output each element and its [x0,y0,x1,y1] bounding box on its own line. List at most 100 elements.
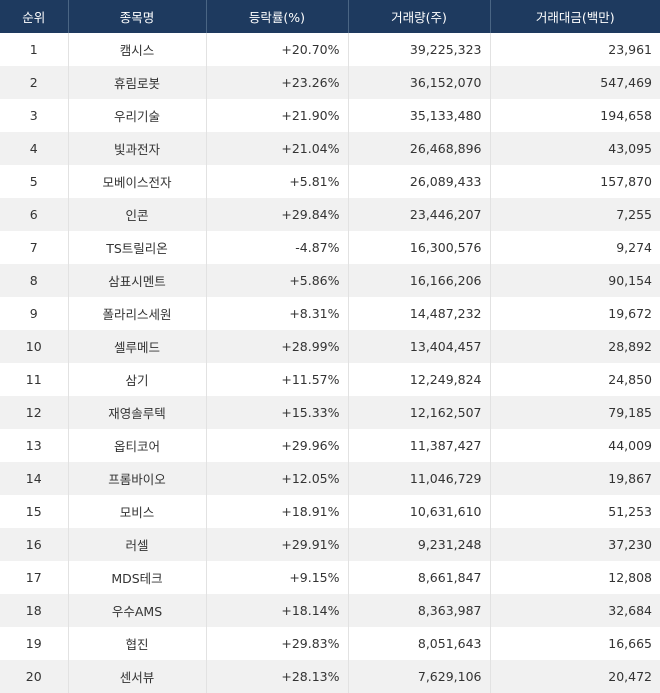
trade-value-cell: 37,230 [489,528,660,561]
change-rate-cell: +12.05% [205,462,348,495]
volume-cell: 39,225,323 [347,33,490,66]
table-row: 18 우수AMS +18.14% 8,363,987 32,684 [0,594,660,627]
change-rate-cell: +29.96% [205,429,348,462]
table-row: 12 재영솔루텍 +15.33% 12,162,507 79,185 [0,396,660,429]
change-rate-cell: +5.81% [205,165,348,198]
stock-name-cell: 센서뷰 [67,660,206,693]
change-rate-cell: +29.83% [205,627,348,660]
volume-cell: 26,468,896 [347,132,490,165]
rank-cell: 4 [0,132,68,165]
volume-cell: 7,629,106 [347,660,490,693]
table-row: 16 러셀 +29.91% 9,231,248 37,230 [0,528,660,561]
volume-cell: 11,046,729 [347,462,490,495]
volume-cell: 8,661,847 [347,561,490,594]
change-rate-cell: +29.91% [205,528,348,561]
rank-cell: 18 [0,594,68,627]
change-rate-cell: +28.13% [205,660,348,693]
stock-name-cell: 폴라리스세원 [67,297,206,330]
trade-value-cell: 20,472 [489,660,660,693]
header-cell: 거래량(주) [347,0,490,33]
rank-cell: 16 [0,528,68,561]
volume-cell: 11,387,427 [347,429,490,462]
rank-cell: 14 [0,462,68,495]
volume-cell: 16,166,206 [347,264,490,297]
volume-cell: 16,300,576 [347,231,490,264]
header-row: 순위 종목명 등락률(%) 거래량(주) 거래대금(백만) [0,0,660,33]
change-rate-cell: +15.33% [205,396,348,429]
volume-cell: 26,089,433 [347,165,490,198]
rank-cell: 20 [0,660,68,693]
trade-value-cell: 19,672 [489,297,660,330]
rank-cell: 6 [0,198,68,231]
stock-name-cell: 우수AMS [67,594,206,627]
header-cell: 순위 [0,0,68,33]
stock-name-cell: 캠시스 [67,33,206,66]
volume-cell: 9,231,248 [347,528,490,561]
table-row: 1 캠시스 +20.70% 39,225,323 23,961 [0,33,660,66]
change-rate-cell: +29.84% [205,198,348,231]
volume-cell: 35,133,480 [347,99,490,132]
table-row: 3 우리기술 +21.90% 35,133,480 194,658 [0,99,660,132]
table-row: 19 협진 +29.83% 8,051,643 16,665 [0,627,660,660]
change-rate-cell: +23.26% [205,66,348,99]
volume-cell: 14,487,232 [347,297,490,330]
trade-value-cell: 32,684 [489,594,660,627]
trade-value-cell: 16,665 [489,627,660,660]
change-rate-cell: +11.57% [205,363,348,396]
volume-cell: 23,446,207 [347,198,490,231]
stock-name-cell: 모베이스전자 [67,165,206,198]
stock-name-cell: 재영솔루텍 [67,396,206,429]
volume-cell: 13,404,457 [347,330,490,363]
table-row: 9 폴라리스세원 +8.31% 14,487,232 19,672 [0,297,660,330]
rank-cell: 1 [29,42,38,57]
trade-value-cell: 157,870 [489,165,660,198]
change-rate-cell: +8.31% [205,297,348,330]
stock-name-cell: MDS테크 [67,561,206,594]
trade-value-cell: 12,808 [489,561,660,594]
change-rate-cell: +20.70% [205,33,348,66]
volume-cell: 12,162,507 [347,396,490,429]
volume-cell: 12,249,824 [347,363,490,396]
rank-cell: 9 [29,306,38,321]
trade-value-cell: 7,255 [489,198,660,231]
table-row: 17 MDS테크 +9.15% 8,661,847 12,808 [0,561,660,594]
change-rate-cell: +21.90% [205,99,348,132]
trade-value-cell: 43,095 [489,132,660,165]
change-rate-cell: +9.15% [205,561,348,594]
rank-cell: 19 [25,636,42,651]
change-rate-cell: +18.14% [205,594,348,627]
table-row: 10 셀루메드 +28.99% 13,404,457 28,892 [0,330,660,363]
trade-value-cell: 9,274 [489,231,660,264]
table-row: 2 휴림로봇 +23.26% 36,152,070 547,469 [0,66,660,99]
header-cell: 거래대금(백만) [489,0,660,33]
stock-name-cell: 인콘 [67,198,206,231]
stock-name-cell: 프롬바이오 [67,462,206,495]
volume-cell: 36,152,070 [347,66,490,99]
header-cell: 종목명 [67,0,206,33]
change-rate-cell: +28.99% [205,330,348,363]
trade-value-cell: 79,185 [489,396,660,429]
table-body: 1 캠시스 +20.70% 39,225,323 23,961 2 휴림로봇 +23.26% 3… [0,33,660,693]
rank-cell: 2 [0,66,68,99]
stock-name-cell: 삼표시멘트 [67,264,206,297]
trade-value-cell: 51,253 [489,495,660,528]
change-rate-cell: +5.86% [205,264,348,297]
table-row: 7 TS트릴리온 -4.87% 16,300,576 9,274 [0,231,660,264]
trade-value-cell: 23,961 [489,33,660,66]
rank-cell: 10 [0,330,68,363]
table-row: 13 옵티코어 +29.96% 11,387,427 44,009 [0,429,660,462]
table-row: 6 인콘 +29.84% 23,446,207 7,255 [0,198,660,231]
table-row: 15 모비스 +18.91% 10,631,610 51,253 [0,495,660,528]
trade-value-cell: 19,867 [489,462,660,495]
stock-name-cell: 협진 [67,627,206,660]
stock-name-cell: 옵티코어 [67,429,206,462]
table-row: 4 빛과전자 +21.04% 26,468,896 43,095 [0,132,660,165]
header-cell: 등락률(%) [205,0,348,33]
trade-value-cell: 547,469 [489,66,660,99]
rank-cell: 7 [29,240,38,255]
volume-cell: 8,363,987 [347,594,490,627]
rank-cell: 3 [29,108,38,123]
trade-value-cell: 28,892 [489,330,660,363]
stock-name-cell: 모비스 [67,495,206,528]
